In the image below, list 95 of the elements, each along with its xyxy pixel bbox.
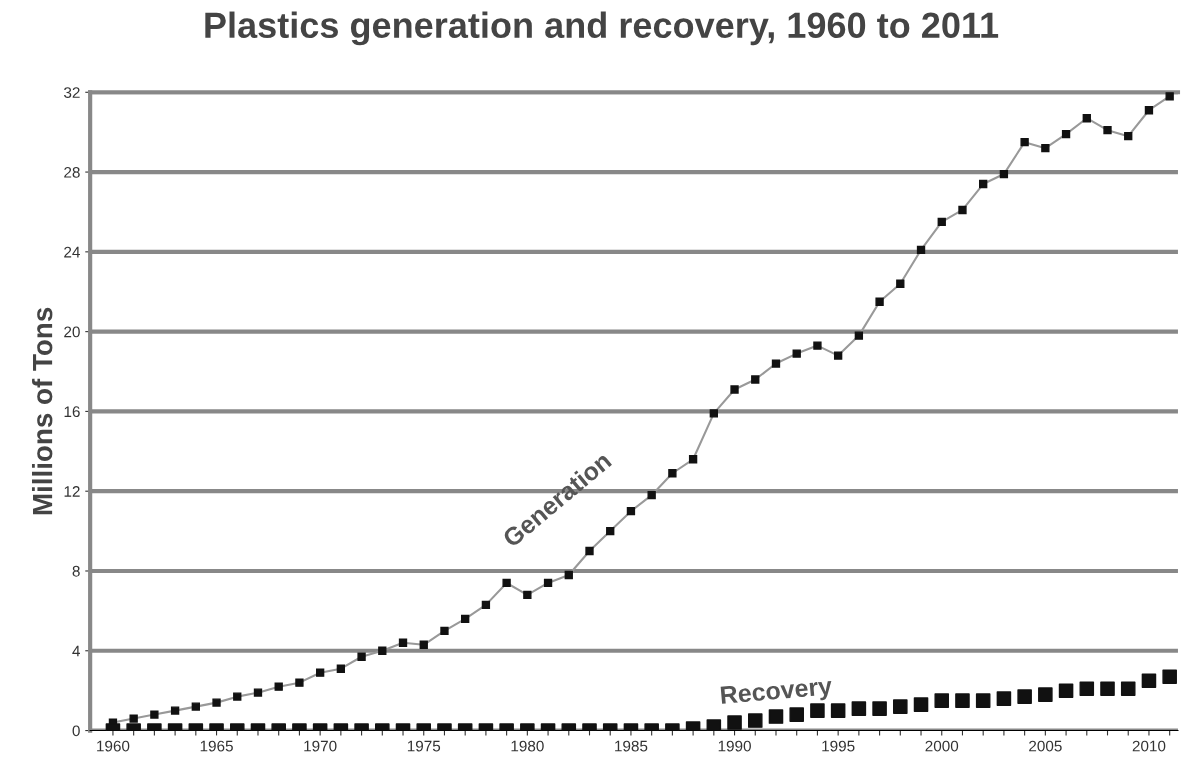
x-tick-label: 1975 [407, 740, 441, 752]
x-tick-label: 1990 [718, 740, 751, 752]
point [253, 688, 263, 697]
point [934, 693, 950, 708]
y-tick-label: 0 [72, 725, 80, 737]
x-tick-label: 2005 [1029, 740, 1062, 752]
x-tick-label: 2000 [925, 740, 959, 752]
y-tick-label: 28 [64, 166, 80, 178]
point [751, 375, 760, 384]
point [893, 699, 908, 714]
point [688, 455, 698, 464]
point [1041, 143, 1050, 153]
point [913, 697, 929, 712]
point [1162, 669, 1177, 684]
y-tick-label: 8 [72, 565, 80, 577]
point [357, 652, 366, 661]
point [129, 714, 138, 723]
point [1082, 114, 1091, 123]
x-tick-label: 1985 [615, 740, 648, 752]
point [295, 678, 304, 687]
point [668, 469, 677, 478]
point [813, 341, 822, 350]
point [1061, 129, 1071, 139]
point [875, 297, 884, 306]
point [727, 715, 742, 730]
point [999, 169, 1009, 179]
y-tick-label: 4 [72, 645, 80, 657]
point [996, 691, 1012, 706]
point [1038, 687, 1053, 702]
point [502, 578, 511, 588]
point [854, 331, 864, 340]
point [1100, 681, 1115, 696]
point [564, 570, 573, 580]
point [523, 590, 532, 600]
point [274, 682, 283, 691]
point [647, 491, 656, 500]
point [810, 703, 825, 718]
point [626, 506, 636, 516]
point [585, 546, 594, 556]
x-tick-label: 2010 [1132, 740, 1166, 752]
point [170, 706, 180, 715]
point [461, 614, 470, 624]
point [747, 713, 763, 728]
point [191, 702, 200, 711]
series-label: Recovery [720, 677, 833, 710]
point [481, 600, 491, 610]
point [398, 638, 408, 647]
point [833, 351, 843, 360]
point [1144, 106, 1154, 115]
y-tick-label: 16 [64, 406, 80, 418]
chart-title: Plastics generation and recovery, 1960 to 2011 [205, 11, 999, 46]
y-tick-label: 20 [64, 326, 80, 338]
point [233, 692, 242, 701]
point [979, 179, 988, 189]
point [771, 359, 781, 368]
point [706, 719, 722, 731]
point [958, 205, 967, 215]
point [212, 698, 221, 707]
point [955, 693, 970, 708]
point [1141, 673, 1157, 688]
x-tick-label: 1980 [511, 740, 544, 752]
point [709, 409, 718, 418]
point [419, 640, 428, 649]
point [336, 664, 346, 673]
point [150, 710, 159, 719]
point [1124, 131, 1133, 141]
point [1120, 681, 1136, 696]
x-tick-label: 1960 [97, 740, 130, 752]
y-axis-title: Millions of Tons [31, 307, 53, 515]
y-tick-label: 24 [64, 246, 80, 258]
point [1017, 689, 1032, 704]
point [378, 646, 387, 655]
point [789, 707, 804, 722]
point [1079, 681, 1095, 696]
point [792, 349, 801, 358]
point [1020, 137, 1029, 147]
point [1103, 126, 1112, 135]
point [872, 701, 887, 716]
point [730, 385, 739, 394]
y-tick-label: 12 [64, 486, 80, 497]
point [975, 693, 991, 708]
point [830, 703, 846, 718]
point [440, 626, 449, 635]
x-tick-label: 1965 [200, 740, 233, 752]
point [543, 578, 553, 588]
point [315, 668, 325, 677]
point [768, 709, 784, 724]
point [937, 217, 946, 227]
point [851, 701, 867, 716]
point [916, 245, 926, 255]
x-tick-label: 1970 [304, 740, 337, 752]
point [1058, 683, 1074, 698]
point [896, 279, 905, 288]
x-tick-label: 1995 [822, 740, 855, 752]
y-tick-label: 32 [64, 87, 80, 98]
